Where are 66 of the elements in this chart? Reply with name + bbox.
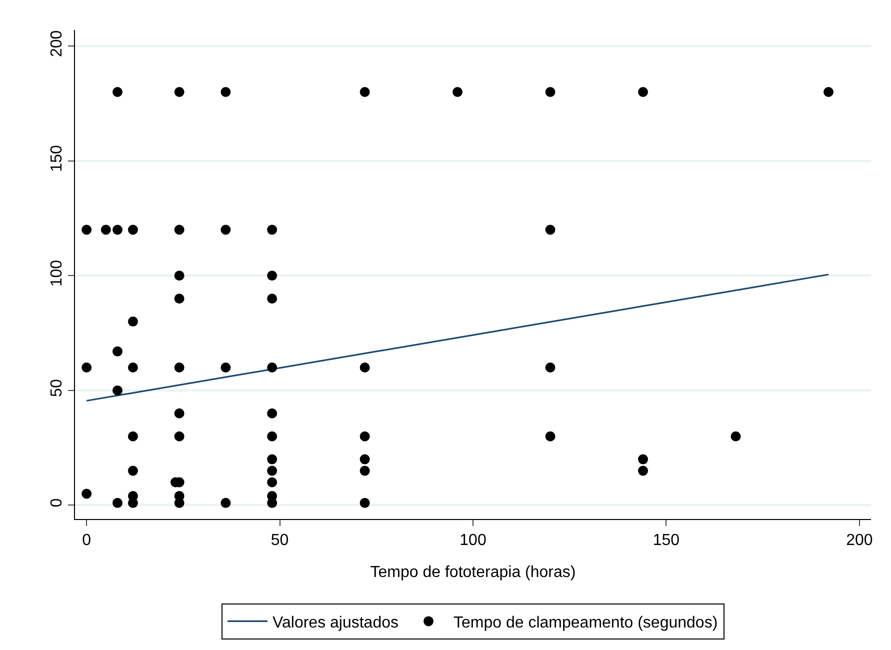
x-axis-title: Tempo de fototerapia (horas) (370, 564, 576, 581)
point (360, 362, 370, 372)
point (174, 294, 184, 304)
y-tick-label: 50 (48, 379, 66, 397)
point (82, 488, 92, 499)
point (545, 224, 556, 235)
point (100, 224, 111, 235)
point (638, 86, 648, 97)
point (267, 294, 278, 304)
point (220, 498, 231, 508)
point (545, 431, 556, 442)
point (112, 498, 122, 508)
point (174, 270, 184, 281)
point (128, 431, 138, 442)
point (174, 498, 184, 508)
point (128, 362, 138, 372)
point (360, 431, 370, 442)
point (267, 466, 278, 476)
point (360, 86, 370, 97)
point (174, 362, 184, 372)
x-tick-label: 50 (270, 532, 289, 550)
point (112, 224, 122, 235)
point (128, 498, 138, 508)
point (112, 346, 122, 356)
point (730, 431, 741, 442)
point (220, 362, 231, 372)
point (267, 498, 278, 508)
point (174, 86, 184, 97)
y-tick-label: 200 (48, 30, 66, 58)
point (82, 362, 92, 372)
point (638, 454, 648, 464)
point (267, 362, 278, 372)
point (267, 454, 278, 464)
point (267, 431, 278, 442)
x-tick-label: 0 (82, 532, 92, 550)
point (174, 408, 184, 418)
point (220, 86, 231, 97)
point (128, 316, 138, 327)
point (267, 224, 278, 235)
point (267, 270, 278, 281)
point (112, 385, 122, 396)
legend-label: Tempo de clampeamento (segundos) (454, 614, 718, 632)
legend-label: Valores ajustados (272, 614, 398, 632)
point (128, 466, 138, 476)
point (360, 466, 370, 476)
x-tick-label: 150 (652, 532, 680, 550)
y-tick-label: 150 (48, 145, 66, 172)
x-tick-label: 200 (846, 532, 873, 550)
point (824, 86, 834, 97)
point (174, 224, 184, 235)
x-tick-label: 100 (460, 532, 486, 550)
point (267, 408, 278, 418)
point (220, 224, 231, 235)
point (112, 86, 122, 97)
point (545, 86, 556, 97)
point (82, 224, 92, 235)
point (360, 454, 370, 464)
point (452, 86, 463, 97)
point (638, 466, 648, 476)
point (267, 477, 278, 488)
point (128, 224, 138, 235)
point (174, 431, 184, 442)
point (545, 362, 556, 372)
y-tick-label: 0 (48, 498, 66, 508)
y-tick-label: 100 (48, 260, 66, 287)
point (360, 498, 370, 508)
